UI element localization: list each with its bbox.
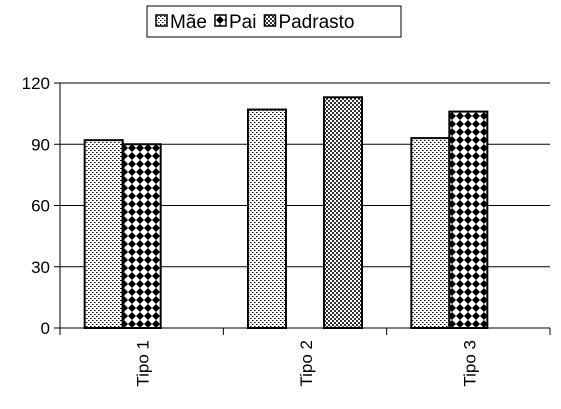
y-tick-label: 0 — [41, 319, 50, 338]
bar-crosshatch-2 — [323, 96, 363, 329]
x-tick-label: Tipo 3 — [460, 340, 479, 387]
bar-dots-3 — [410, 137, 451, 329]
legend-label: Mãe — [170, 12, 207, 33]
bar-checker-1 — [121, 143, 162, 329]
bar-checker-3 — [448, 110, 489, 330]
legend: Mãe Pai Padrasto — [146, 5, 402, 38]
bar-dots-1 — [83, 139, 124, 329]
legend-label: Pai — [229, 12, 256, 33]
axes: 0 30 60 90 120 Tipo 1 Tipo 2 Tipo 3 — [22, 74, 551, 387]
y-tick-label: 30 — [31, 258, 50, 277]
legend-swatch — [155, 14, 168, 27]
legend-label: Padrasto — [278, 12, 354, 33]
legend-swatch — [214, 14, 227, 27]
legend-swatch — [263, 14, 277, 27]
bar-dots-2 — [247, 108, 287, 329]
x-tick-label: Tipo 1 — [134, 340, 153, 387]
y-tick-label: 60 — [31, 197, 50, 216]
y-tick-label: 120 — [22, 74, 50, 93]
y-tick-label: 90 — [31, 135, 50, 154]
x-tick-label: Tipo 2 — [297, 340, 316, 387]
bars — [83, 96, 489, 330]
